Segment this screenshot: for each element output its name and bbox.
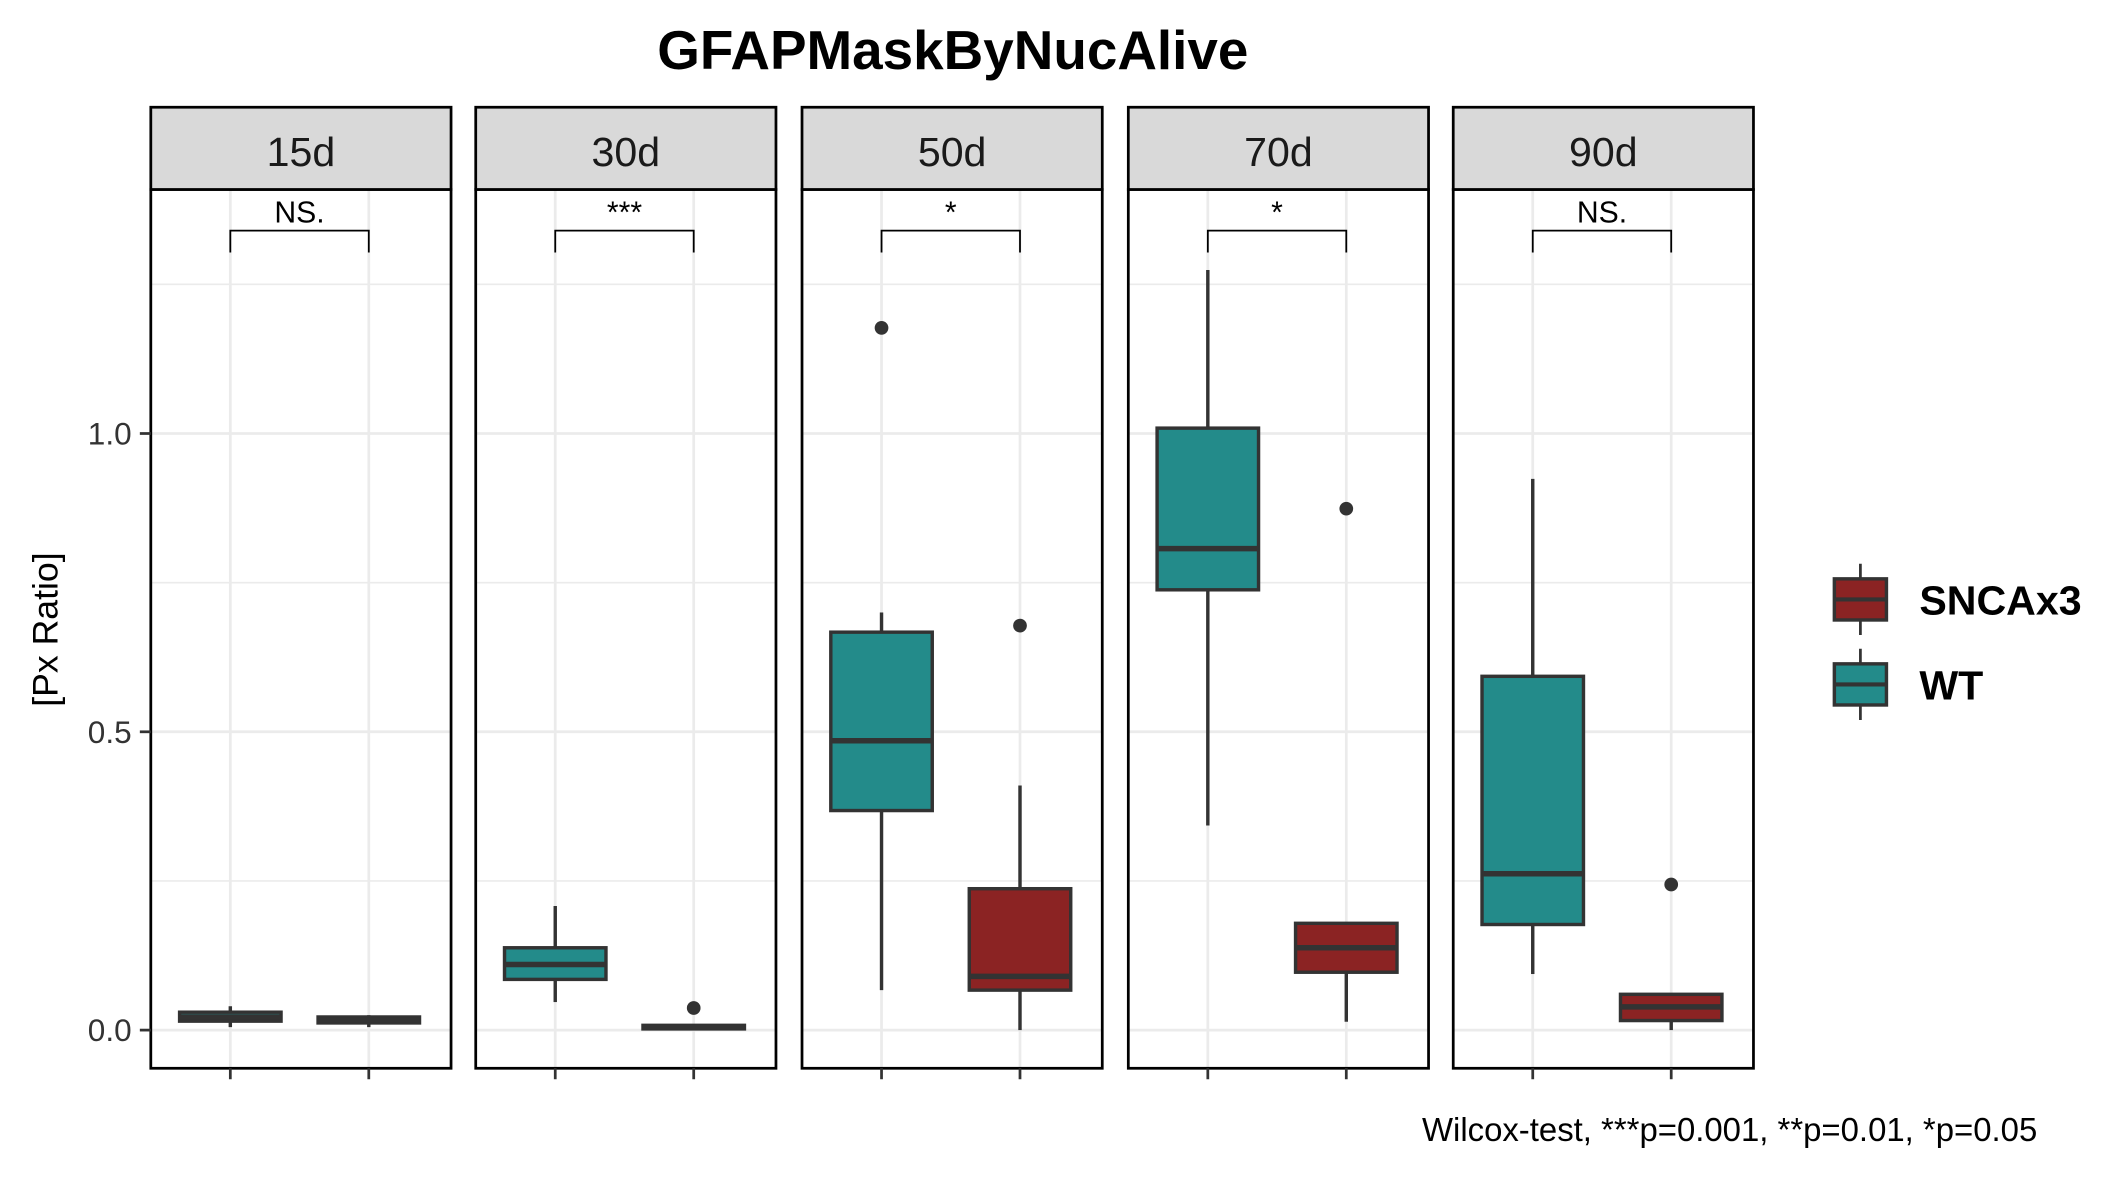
- facet-strip: [149, 105, 453, 191]
- significance-bracket: [880, 229, 1021, 253]
- box-sncax3-90d: [1618, 877, 1724, 1031]
- box-sncax3-30d: [641, 1001, 747, 1031]
- test-note: Wilcox-test, ***p=0.001, **p=0.01, *p=0.…: [1422, 1111, 2037, 1148]
- facet-panel-50d: * 50d: [800, 105, 1104, 1080]
- facet-panel-70d: * 70d: [1126, 105, 1430, 1080]
- box-wt-30d: [502, 906, 608, 1003]
- panel-background: [1453, 189, 1754, 1069]
- box-wt-90d: [1480, 478, 1586, 975]
- facet-panel-15d: NS. 15d: [149, 105, 453, 1080]
- legend-label: WT: [1919, 662, 1983, 708]
- y-tick-label: 0.0: [88, 1012, 132, 1048]
- box-body: [1480, 674, 1586, 927]
- significance-bracket: [229, 229, 370, 253]
- box-sncax3-15d: [316, 1015, 422, 1028]
- box-sncax3-70d: [1293, 501, 1399, 1022]
- box-wt-70d: [1155, 270, 1261, 826]
- legend: SNCAx3 WT: [1832, 563, 2082, 721]
- facet-strip: [474, 105, 778, 191]
- box-wt-15d: [177, 1006, 283, 1028]
- y-axis: 0.0 0.5 1.0: [88, 415, 151, 1048]
- facet-strip-label: 30d: [592, 129, 661, 175]
- legend-entry-sncax3: SNCAx3: [1832, 563, 2082, 636]
- facet-strip: [800, 105, 1104, 191]
- significance-bracket: [1531, 229, 1673, 253]
- outlier-point: [1013, 618, 1027, 633]
- y-axis-label: [Px Ratio]: [26, 552, 66, 706]
- significance-label: *: [945, 196, 957, 229]
- panel-background: [475, 189, 776, 1069]
- significance-bracket: [1206, 229, 1348, 253]
- facet-strip: [1126, 105, 1430, 191]
- facet-strip: [1451, 105, 1755, 191]
- y-tick-label: 1.0: [88, 415, 132, 451]
- facet-panels: NS. 15d *** 30d * 50d * 70d NS. 90d: [149, 105, 1755, 1080]
- chart-title: GFAPMaskByNucAlive: [657, 19, 1248, 81]
- facet-strip-label: 15d: [267, 129, 336, 175]
- outlier-point: [686, 1001, 701, 1015]
- significance-label: ***: [607, 196, 642, 229]
- box-wt-50d: [829, 321, 934, 991]
- legend-entry-wt: WT: [1832, 648, 1983, 721]
- facet-strip-label: 90d: [1569, 129, 1638, 175]
- outlier-point: [1339, 501, 1354, 516]
- facet-panel-90d: NS. 90d: [1451, 105, 1755, 1080]
- significance-label: NS.: [274, 196, 324, 229]
- facet-strip-label: 50d: [918, 129, 987, 175]
- significance-bracket: [554, 229, 695, 253]
- legend-label: SNCAx3: [1919, 577, 2081, 623]
- panel-background: [150, 189, 452, 1069]
- significance-label: *: [1271, 196, 1283, 229]
- significance-label: NS.: [1577, 196, 1627, 229]
- y-tick-label: 0.5: [88, 714, 132, 750]
- facet-panel-30d: *** 30d: [474, 105, 778, 1080]
- outlier-point: [874, 321, 889, 335]
- facet-strip-label: 70d: [1244, 129, 1313, 175]
- box-sncax3-50d: [967, 618, 1073, 1031]
- box-body: [829, 630, 934, 813]
- box-body: [1155, 426, 1261, 592]
- box-body: [967, 886, 1073, 992]
- outlier-point: [1664, 877, 1679, 892]
